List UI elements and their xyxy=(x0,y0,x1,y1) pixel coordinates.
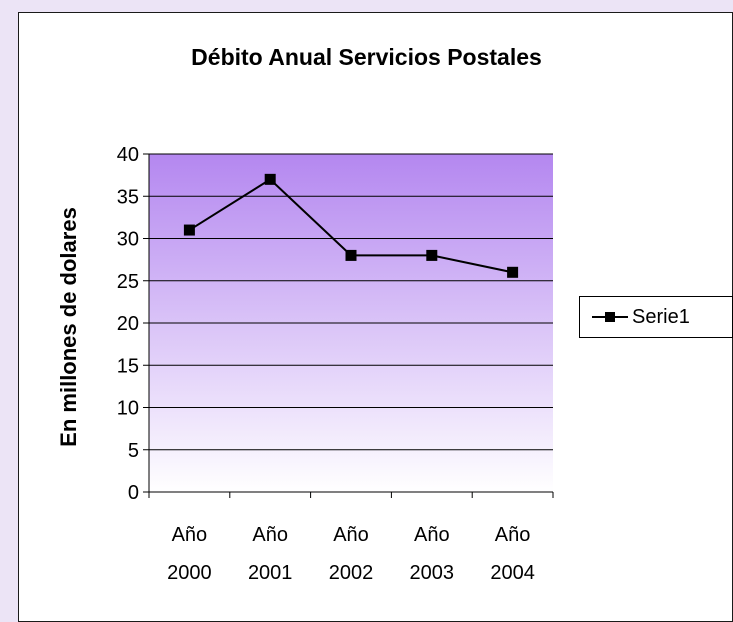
chart-title: Débito Anual Servicios Postales xyxy=(191,44,542,70)
data-point xyxy=(426,249,438,261)
data-point xyxy=(264,173,276,185)
y-tick-label: 30 xyxy=(117,229,139,251)
y-tick-label: 0 xyxy=(128,482,139,504)
x-tick-label: Año xyxy=(172,524,208,546)
legend-entry-serie1: Serie1 xyxy=(632,305,690,328)
y-tick-label: 40 xyxy=(117,144,139,166)
y-tick-label: 5 xyxy=(128,440,139,462)
x-tick-label: 2002 xyxy=(329,562,374,584)
x-tick-label: Año xyxy=(414,524,450,546)
data-point xyxy=(507,266,519,278)
x-tick-label: 2004 xyxy=(490,562,535,584)
y-axis-label: En millones de dolares xyxy=(56,207,81,447)
y-tick-label: 20 xyxy=(117,313,139,335)
x-tick-label: Año xyxy=(495,524,531,546)
data-point xyxy=(345,249,357,261)
y-tick-label: 25 xyxy=(117,271,139,293)
x-tick-label: 2003 xyxy=(410,562,455,584)
x-tick-label: Año xyxy=(252,524,288,546)
y-tick-label: 15 xyxy=(117,355,139,377)
data-point xyxy=(183,224,195,236)
x-tick-label: 2001 xyxy=(248,562,293,584)
y-tick-label: 35 xyxy=(117,186,139,208)
x-tick-label: Año xyxy=(333,524,369,546)
legend-line-marker-icon xyxy=(592,312,628,322)
y-tick-label: 10 xyxy=(117,398,139,420)
x-tick-label: 2000 xyxy=(167,562,212,584)
legend: Serie1 xyxy=(579,296,733,338)
